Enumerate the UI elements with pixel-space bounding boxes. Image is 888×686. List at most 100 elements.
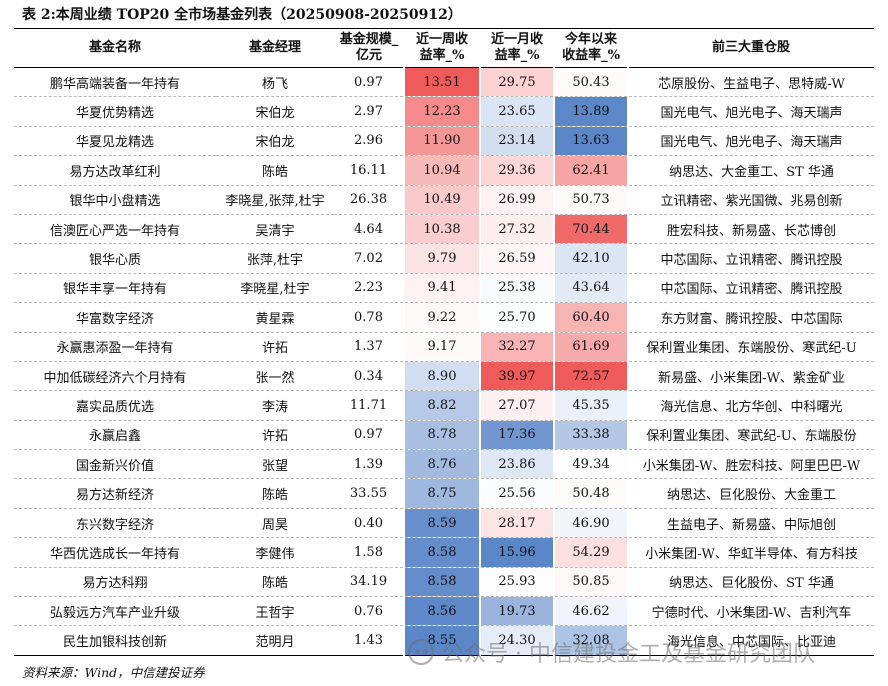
cell-month-return: 25.93	[479, 567, 555, 598]
cell-fund-manager: 李晓星,张萍,杜宇	[216, 185, 334, 215]
table-row: 嘉实品质优选 李涛 11.71 8.82 27.07 45.35 海光信息、北方华创、中科曙…	[14, 390, 874, 421]
cell-top-holdings: 新易盛、小米集团-W、紫金矿业	[628, 361, 874, 392]
cell-ytd-return: 42.10	[553, 243, 629, 274]
cell-fund-name: 永赢启鑫	[14, 420, 216, 451]
cell-fund-manager: 许拓	[216, 332, 334, 362]
cell-fund-manager: 王哲宇	[216, 596, 334, 627]
cell-fund-size: 2.97	[334, 96, 404, 127]
table-row: 银华丰享一年持有 李晓星,杜宇 2.23 9.41 25.38 43.64 中芯国际、立讯精…	[14, 273, 874, 304]
cell-fund-name: 银华中小盘精选	[14, 185, 216, 215]
cell-top-holdings: 保利置业集团、东端股份、寒武纪-U	[628, 332, 874, 362]
cell-ytd-return: 46.90	[553, 508, 629, 539]
cell-fund-name: 鹏华高端装备一年持有	[14, 67, 216, 98]
header-month-return-line2: 益率_%	[494, 48, 540, 63]
cell-top-holdings: 小米集团-W、华虹半导体、有方科技	[628, 537, 874, 568]
cell-month-return: 27.07	[479, 390, 555, 421]
cell-top-holdings: 立讯精密、紫光国微、兆易创新	[628, 185, 874, 215]
table-row: 银华心质 张萍,杜宇 7.02 9.79 26.59 42.10 中芯国际、立讯精密、腾讯控…	[14, 243, 874, 274]
table-row: 华夏见龙精选 宋伯龙 2.96 11.90 23.14 13.63 国光电气、旭光电子、海天…	[14, 126, 874, 157]
cell-month-return: 32.27	[479, 332, 555, 362]
cell-month-return: 19.73	[479, 596, 555, 627]
cell-ytd-return: 70.44	[553, 214, 629, 245]
cell-fund-name: 国金新兴价值	[14, 449, 216, 480]
cell-week-return: 12.23	[403, 96, 481, 127]
cell-top-holdings: 国光电气、旭光电子、海天瑞声	[628, 96, 874, 127]
table-row: 永赢惠添盈一年持有 许拓 1.37 9.17 32.27 61.69 保利置业集团、东端股份…	[14, 332, 874, 362]
cell-fund-name: 银华丰享一年持有	[14, 273, 216, 304]
header-week-return-line2: 益率_%	[419, 48, 465, 63]
cell-month-return: 25.70	[479, 302, 555, 333]
cell-ytd-return: 13.89	[553, 96, 629, 127]
cell-week-return: 13.51	[403, 67, 481, 98]
cell-ytd-return: 50.48	[553, 478, 629, 509]
cell-week-return: 8.78	[403, 420, 481, 451]
cell-fund-name: 易方达改革红利	[14, 155, 216, 186]
cell-fund-manager: 宋伯龙	[216, 126, 334, 157]
cell-week-return: 8.75	[403, 478, 481, 509]
cell-fund-size: 0.78	[334, 302, 404, 333]
cell-fund-size: 34.19	[334, 567, 404, 598]
cell-fund-size: 26.38	[334, 185, 404, 215]
cell-top-holdings: 胜宏科技、新易盛、长芯博创	[628, 214, 874, 245]
cell-ytd-return: 61.69	[553, 332, 629, 362]
header-week-return-line1: 近一周收	[415, 32, 468, 47]
cell-fund-size: 33.55	[334, 478, 404, 509]
table-row: 信澳匠心严选一年持有 吴清宇 4.64 10.38 27.32 70.44 胜宏科技、新易盛…	[14, 214, 874, 245]
cell-fund-manager: 张萍,杜宇	[216, 243, 334, 274]
cell-top-holdings: 纳思达、巨化股份、大金重工	[628, 478, 874, 509]
cell-fund-size: 4.64	[334, 214, 404, 245]
cell-ytd-return: 60.40	[553, 302, 629, 333]
cell-fund-size: 1.39	[334, 449, 404, 480]
table-caption: 表 2:本周业绩 TOP20 全市场基金列表（20250908-20250912…	[22, 7, 462, 23]
header-fund-size-line1: 基金规模_	[339, 32, 399, 47]
cell-top-holdings: 海光信息、中芯国际、比亚迪	[628, 625, 874, 656]
cell-ytd-return: 32.08	[553, 625, 629, 656]
cell-top-holdings: 纳思达、巨化股份、ST 华通	[628, 567, 874, 598]
cell-month-return: 29.36	[479, 155, 555, 186]
cell-fund-manager: 陈皓	[216, 478, 334, 509]
cell-fund-size: 11.71	[334, 390, 404, 421]
table-row: 弘毅远方汽车产业升级 王哲宇 0.76 8.56 19.73 46.62 宁德时代、小米集团…	[14, 596, 874, 627]
table-body: 鹏华高端装备一年持有 杨飞 0.97 13.51 29.75 50.43 芯原股份、生益电子…	[14, 67, 874, 656]
cell-week-return: 9.22	[403, 302, 481, 333]
cell-month-return: 26.59	[479, 243, 555, 274]
cell-month-return: 27.32	[479, 214, 555, 245]
cell-fund-size: 0.97	[334, 420, 404, 451]
cell-fund-manager: 陈皓	[216, 567, 334, 598]
cell-top-holdings: 保利置业集团、寒武纪-U、东端股份	[628, 420, 874, 451]
top20-fund-table: 基金名称 基金经理 基金规模_ 亿元 近一周收 益率_% 近一月收 益率_% 今…	[14, 28, 874, 656]
cell-top-holdings: 生益电子、新易盛、中际旭创	[628, 508, 874, 539]
cell-fund-size: 7.02	[334, 243, 404, 274]
cell-ytd-return: 50.73	[553, 185, 629, 215]
cell-week-return: 9.17	[403, 332, 481, 362]
cell-week-return: 8.82	[403, 390, 481, 421]
cell-fund-manager: 李健伟	[216, 537, 334, 568]
cell-week-return: 8.58	[403, 537, 481, 568]
cell-month-return: 15.96	[479, 537, 555, 568]
cell-fund-size: 0.34	[334, 361, 404, 392]
cell-fund-size: 1.37	[334, 332, 404, 362]
header-fund-size: 基金规模_ 亿元	[334, 28, 404, 68]
cell-ytd-return: 43.64	[553, 273, 629, 304]
header-ytd-return-line2: 收益率_%	[562, 48, 620, 63]
cell-fund-size: 0.76	[334, 596, 404, 627]
header-month-return-line1: 近一月收	[490, 32, 543, 47]
cell-fund-manager: 杨飞	[216, 67, 334, 98]
cell-fund-manager: 张一然	[216, 361, 334, 392]
header-fund-name: 基金名称	[14, 28, 216, 68]
header-week-return: 近一周收 益率_%	[404, 28, 480, 68]
header-fund-manager: 基金经理	[216, 28, 334, 68]
cell-month-return: 23.65	[479, 96, 555, 127]
cell-fund-manager: 张望	[216, 449, 334, 480]
table-row: 民生加银科技创新 范明月 1.43 8.55 24.30 32.08 海光信息、中芯国际、比…	[14, 625, 874, 656]
cell-fund-name: 嘉实品质优选	[14, 390, 216, 421]
header-ytd-return-line1: 今年以来	[564, 32, 617, 47]
cell-top-holdings: 国光电气、旭光电子、海天瑞声	[628, 126, 874, 157]
cell-week-return: 8.59	[403, 508, 481, 539]
table-row: 易方达改革红利 陈皓 16.11 10.94 29.36 62.41 纳思达、大金重工、ST…	[14, 155, 874, 186]
cell-month-return: 26.99	[479, 185, 555, 215]
cell-fund-name: 华夏优势精选	[14, 96, 216, 127]
cell-ytd-return: 50.85	[553, 567, 629, 598]
cell-top-holdings: 东方财富、腾讯控股、中芯国际	[628, 302, 874, 333]
cell-ytd-return: 50.43	[553, 67, 629, 98]
